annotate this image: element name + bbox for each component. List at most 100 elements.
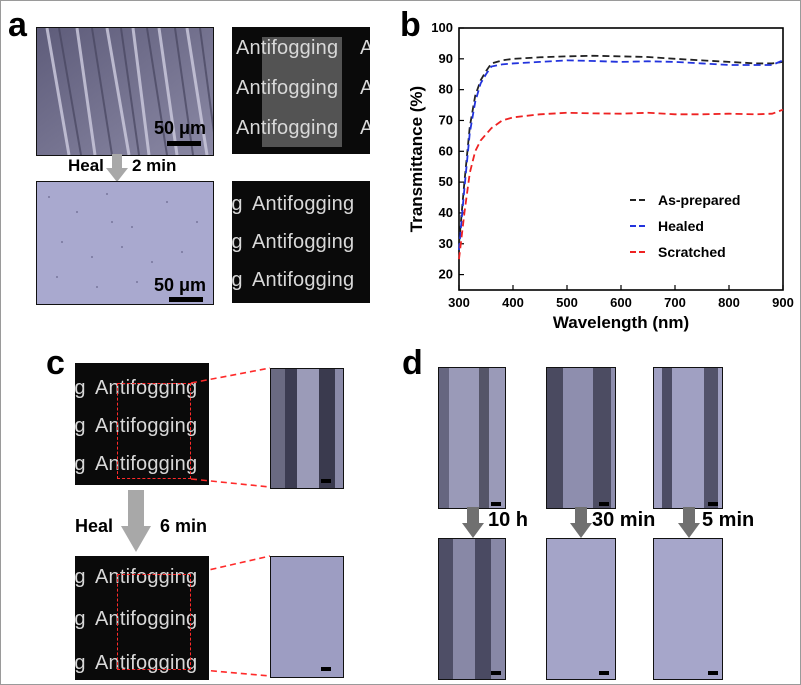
- photo-a-healed: ng Antifogging ng Antifogging ng Antifog…: [232, 181, 370, 303]
- scale-bar-d: [708, 502, 718, 506]
- x-tick-label: 900: [772, 295, 794, 310]
- y-tick-label: 30: [439, 236, 453, 251]
- series-line-scratched: [458, 108, 784, 260]
- photo-text-row: ng: [232, 193, 243, 215]
- scale-label-a-top: 50 μm: [154, 118, 207, 138]
- scale-label-a-bottom: 50 μm: [154, 275, 207, 295]
- photo-text-row: Antifogging: [236, 77, 339, 99]
- y-tick-label: 20: [439, 267, 453, 282]
- x-tick-label: 600: [610, 295, 632, 310]
- heal-arrow-c: [121, 490, 151, 552]
- photo-text-row: Antifogging: [252, 193, 355, 215]
- heal-time-a: 2 min: [132, 156, 177, 175]
- heal-time-d-3: 5 min: [702, 509, 755, 531]
- legend-label: As-prepared: [658, 192, 740, 208]
- y-tick-label: 70: [439, 112, 453, 127]
- y-tick-label: 100: [431, 20, 453, 35]
- photo-text-row: Antifogging: [95, 652, 198, 674]
- crack-edge: [547, 368, 563, 508]
- scale-bar-a-top: [167, 141, 201, 146]
- photo-text-row: Antifogging: [95, 415, 198, 437]
- y-tick-label: 80: [439, 82, 453, 97]
- crack-edge: [704, 368, 718, 508]
- x-tick-label: 700: [664, 295, 686, 310]
- zoom-region-c-bottom: [117, 574, 191, 670]
- heal-arrow-d-3: [678, 507, 700, 538]
- crack-edge: [479, 368, 489, 508]
- photo-text-row: ng: [75, 415, 86, 437]
- scale-bar-c-bottom: [321, 667, 331, 671]
- photo-text-row: ng: [75, 453, 86, 475]
- crack-edge: [439, 368, 449, 508]
- scale-bar-d: [599, 671, 609, 675]
- crack-edge: [475, 539, 491, 679]
- photo-text-row-suffix: A: [360, 117, 370, 139]
- scale-bar-d: [491, 502, 501, 506]
- series-line-as-prepared: [458, 54, 784, 244]
- photo-text-row: Antifogging: [95, 377, 198, 399]
- micrograph-d-3-scratched: [653, 367, 723, 509]
- x-tick-label: 800: [718, 295, 740, 310]
- micrograph-d-2-healed: [546, 538, 616, 680]
- micrograph-d-1-scratched: [438, 367, 506, 509]
- micrograph-d-2-scratched: [546, 367, 616, 509]
- photo-c-healed: ng Antifogging ng Antifogging ng Antifog…: [75, 556, 209, 680]
- y-tick-label: 60: [439, 143, 453, 158]
- y-tick-label: 90: [439, 51, 453, 66]
- legend-label: Scratched: [658, 244, 726, 260]
- crack-edge: [439, 539, 453, 679]
- plot-frame: [458, 27, 784, 291]
- photo-text-row: Antifogging: [95, 453, 198, 475]
- scale-bar-d: [491, 671, 501, 675]
- x-tick-label: 300: [448, 295, 470, 310]
- scale-bar-d: [599, 502, 609, 506]
- panel-label-a: a: [8, 6, 27, 44]
- scratch-texture: [37, 28, 213, 155]
- transmittance-chart: 300 400 500 600 700 800 900 20 30 40 50 60 70 80 90 100…: [407, 20, 794, 332]
- x-tick-label: 400: [502, 295, 524, 310]
- photo-text-row: ng: [75, 652, 86, 674]
- heal-arrow-a: [106, 154, 128, 182]
- panel-label-b: b: [400, 6, 421, 44]
- photo-text-row: ng: [75, 377, 86, 399]
- crack-edge: [593, 368, 611, 508]
- photo-text-row-suffix: A: [360, 77, 370, 99]
- legend-label: Healed: [658, 218, 704, 234]
- zoom-region-c-top: [117, 383, 191, 479]
- scale-bar-c-top: [321, 479, 331, 483]
- y-tick-label: 40: [439, 205, 453, 220]
- photo-text-row: Antifogging: [236, 117, 339, 139]
- photo-text-row: Antifogging: [252, 231, 355, 253]
- scale-bar-a-bottom: [169, 297, 203, 302]
- scratched-patch: [262, 37, 342, 147]
- crack-edge: [319, 369, 335, 488]
- heal-time-d-2: 30 min: [592, 509, 656, 531]
- photo-text-row: ng: [232, 231, 243, 253]
- micrograph-a-scratched: 50 μm: [36, 27, 214, 156]
- y-tick-label: 50: [439, 174, 453, 189]
- photo-text-row: Antifogging: [236, 37, 339, 59]
- heal-label-c: Heal: [75, 516, 114, 536]
- heal-arrow-d-2: [570, 507, 592, 538]
- heal-arrow-d-1: [462, 507, 484, 538]
- micrograph-c-healed: [270, 556, 344, 678]
- series-line-healed: [458, 59, 784, 251]
- crack-edge: [662, 368, 672, 508]
- micrograph-a-healed: 50 μm: [36, 181, 214, 305]
- photo-a-scratched: Antifogging Antifogging Antifogging A A …: [232, 27, 370, 154]
- micrograph-d-1-healed: [438, 538, 506, 680]
- micrograph-c-scratched: [270, 368, 344, 489]
- photo-text-row: ng: [75, 608, 86, 630]
- x-axis-label: Wavelength (nm): [553, 313, 689, 332]
- panel-label-c: c: [46, 344, 65, 382]
- y-axis-label: Transmittance (%): [407, 86, 426, 232]
- photo-c-scratched: ng Antifogging ng Antifogging ng Antifog…: [75, 363, 209, 485]
- heal-time-c: 6 min: [160, 516, 208, 536]
- photo-text-row: Antifogging: [95, 566, 198, 588]
- scale-bar-d: [708, 671, 718, 675]
- crack-edge: [271, 369, 285, 488]
- crack-edge: [285, 369, 297, 488]
- healed-texture: [48, 193, 198, 288]
- photo-text-row: Antifogging: [95, 608, 198, 630]
- photo-text-row: Antifogging: [252, 269, 355, 291]
